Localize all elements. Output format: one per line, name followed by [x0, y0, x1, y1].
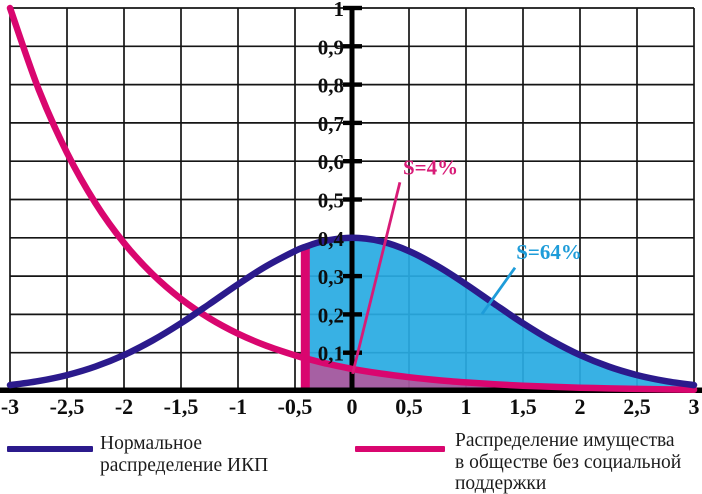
y-axis-tick-label: 0,6 — [318, 150, 344, 174]
y-axis-tick-label: 0,4 — [318, 227, 345, 251]
legend-swatch-normal-line — [7, 446, 93, 452]
x-axis-tick-label: -1 — [229, 394, 247, 419]
legend-label-wealth: Распределение имущества в обществе без с… — [455, 430, 682, 494]
legend-item-wealth: Распределение имущества в обществе без с… — [350, 428, 702, 494]
y-axis-tick — [343, 273, 362, 279]
y-axis-tick-label: 0,2 — [318, 303, 344, 327]
shaded-area-normal-64pct — [305, 237, 694, 390]
threshold-bar — [300, 246, 310, 391]
x-axis-tick-label: 1 — [461, 394, 472, 419]
x-axis-tick-label: -2 — [115, 394, 133, 419]
y-axis-tick — [343, 44, 362, 49]
x-axis-tick-label: 3 — [689, 394, 700, 419]
curve-wealth-distribution — [6, 4, 698, 393]
legend-swatch-wealth-line — [355, 446, 445, 452]
y-axis-tick — [343, 350, 362, 355]
tick-label-layer: -3 -2,5 -2 -1,5 -1 -0,5 0 0,5 1 1,5 2 2,5 3 0,1 0,2 0,3… — [1, 0, 700, 419]
annotation-label: S=64% — [516, 240, 582, 264]
annotation-label: S=4% — [403, 156, 458, 180]
y-axis-tick-label: 0,7 — [318, 112, 344, 136]
legend-label-normal: Нормальное распределение ИКП — [100, 433, 269, 476]
y-axis-tick — [343, 82, 362, 87]
x-axis-tick-label: 0 — [347, 394, 358, 419]
curve-normal-distribution — [6, 234, 698, 389]
curve-layer — [6, 4, 698, 393]
y-axis-tick — [343, 120, 362, 126]
annotation-pointer-line — [351, 181, 402, 375]
y-axis-tick-label: 0,9 — [318, 35, 344, 59]
y-axis-tick — [343, 159, 362, 164]
y-axis-tick — [343, 5, 362, 11]
x-axis-tick-label: -3 — [1, 394, 19, 419]
y-axis-tick — [343, 312, 362, 317]
y-axis-tick — [343, 197, 362, 202]
x-axis-tick-label: 0,5 — [395, 394, 423, 419]
annotation-pointer-line — [480, 266, 517, 315]
x-axis-tick-label: 1,5 — [509, 394, 537, 419]
shaded-area-wealth-4pct — [305, 358, 694, 391]
y-axis-tick-label: 0,1 — [318, 342, 344, 366]
x-axis-tick-label: 2,5 — [623, 394, 651, 419]
y-axis-tick-label: 0,3 — [318, 265, 344, 289]
x-axis-tick-label: -1,5 — [164, 394, 199, 419]
annotation-layer: S=4% S=64% — [351, 156, 582, 375]
legend-item-normal: Нормальное распределение ИКП — [0, 428, 350, 494]
fill-layer — [300, 237, 694, 391]
x-axis-tick-label: -0,5 — [278, 394, 313, 419]
y-axis-tick-label: 0,5 — [318, 189, 344, 213]
grid-layer — [9, 7, 695, 391]
legend: Нормальное распределение ИКП Распределен… — [0, 428, 702, 494]
x-axis-tick-label: 2 — [575, 394, 586, 419]
y-axis-tick-label: 0,8 — [318, 74, 344, 98]
x-axis-tick-label: -2,5 — [50, 394, 85, 419]
y-axis-tick-label: 1 — [334, 0, 345, 21]
